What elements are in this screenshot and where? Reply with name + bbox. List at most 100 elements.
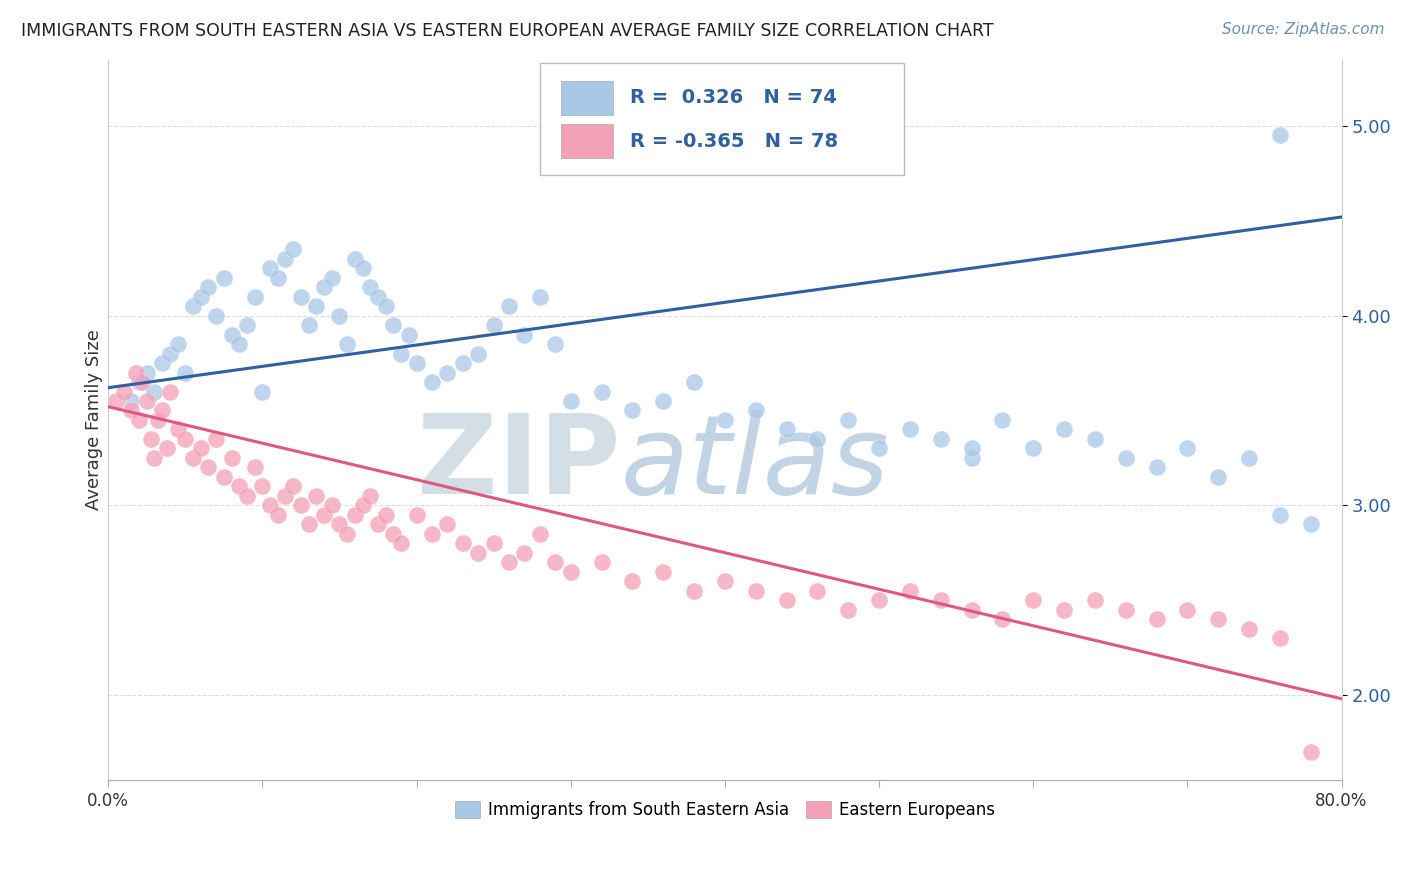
Point	[150, 356, 173, 370]
Point	[312, 508, 335, 522]
Point	[513, 327, 536, 342]
Point	[166, 422, 188, 436]
Point	[529, 290, 551, 304]
Point	[960, 602, 983, 616]
Point	[190, 290, 212, 304]
Point	[336, 337, 359, 351]
Point	[744, 583, 766, 598]
Point	[181, 299, 204, 313]
Point	[236, 318, 259, 332]
Point	[274, 252, 297, 266]
Point	[197, 280, 219, 294]
Point	[382, 318, 405, 332]
Point	[159, 384, 181, 399]
Point	[1268, 128, 1291, 143]
Point	[1146, 612, 1168, 626]
Point	[259, 498, 281, 512]
Point	[243, 460, 266, 475]
Point	[991, 612, 1014, 626]
Point	[159, 346, 181, 360]
Point	[1084, 432, 1107, 446]
Text: ZIP: ZIP	[416, 409, 620, 516]
Point	[283, 479, 305, 493]
Point	[166, 337, 188, 351]
Point	[498, 555, 520, 569]
Point	[343, 508, 366, 522]
Point	[1237, 450, 1260, 465]
Point	[212, 470, 235, 484]
Point	[621, 403, 644, 417]
Point	[683, 375, 706, 389]
Point	[267, 270, 290, 285]
Point	[312, 280, 335, 294]
Point	[382, 526, 405, 541]
Point	[197, 460, 219, 475]
Point	[336, 526, 359, 541]
Point	[806, 583, 828, 598]
Point	[714, 574, 737, 589]
Point	[837, 602, 859, 616]
Point	[482, 318, 505, 332]
Point	[420, 375, 443, 389]
Point	[252, 479, 274, 493]
Point	[205, 309, 228, 323]
Text: atlas: atlas	[620, 409, 889, 516]
Point	[775, 593, 797, 607]
Point	[1237, 622, 1260, 636]
Point	[960, 442, 983, 456]
Point	[128, 413, 150, 427]
Point	[398, 327, 420, 342]
Point	[367, 517, 389, 532]
Point	[868, 442, 890, 456]
Point	[146, 413, 169, 427]
Text: IMMIGRANTS FROM SOUTH EASTERN ASIA VS EASTERN EUROPEAN AVERAGE FAMILY SIZE CORRE: IMMIGRANTS FROM SOUTH EASTERN ASIA VS EA…	[21, 22, 994, 40]
Point	[1206, 470, 1229, 484]
Point	[683, 583, 706, 598]
Text: Source: ZipAtlas.com: Source: ZipAtlas.com	[1222, 22, 1385, 37]
Point	[744, 403, 766, 417]
Point	[305, 299, 328, 313]
Point	[1175, 442, 1198, 456]
Point	[290, 290, 312, 304]
Point	[305, 489, 328, 503]
Point	[104, 394, 127, 409]
Point	[544, 555, 567, 569]
Point	[451, 356, 474, 370]
Point	[621, 574, 644, 589]
Point	[1146, 460, 1168, 475]
Point	[1053, 422, 1076, 436]
Point	[1022, 442, 1045, 456]
Point	[1268, 631, 1291, 645]
Point	[898, 583, 921, 598]
Point	[125, 366, 148, 380]
Point	[467, 346, 489, 360]
FancyBboxPatch shape	[540, 63, 904, 175]
Point	[560, 394, 582, 409]
Point	[221, 450, 243, 465]
Point	[120, 394, 142, 409]
Point	[529, 526, 551, 541]
Bar	[561, 80, 613, 115]
Point	[143, 450, 166, 465]
Point	[420, 526, 443, 541]
Point	[321, 498, 343, 512]
Point	[135, 394, 157, 409]
Text: R = -0.365   N = 78: R = -0.365 N = 78	[630, 131, 838, 151]
Point	[174, 366, 197, 380]
Point	[352, 498, 374, 512]
Point	[328, 517, 350, 532]
Point	[243, 290, 266, 304]
Point	[221, 327, 243, 342]
Point	[513, 546, 536, 560]
Point	[359, 280, 381, 294]
Point	[143, 384, 166, 399]
Point	[1299, 745, 1322, 759]
Point	[359, 489, 381, 503]
Point	[467, 546, 489, 560]
Point	[156, 442, 179, 456]
Point	[714, 413, 737, 427]
Point	[120, 403, 142, 417]
Point	[929, 593, 952, 607]
Point	[297, 318, 319, 332]
Point	[228, 337, 250, 351]
